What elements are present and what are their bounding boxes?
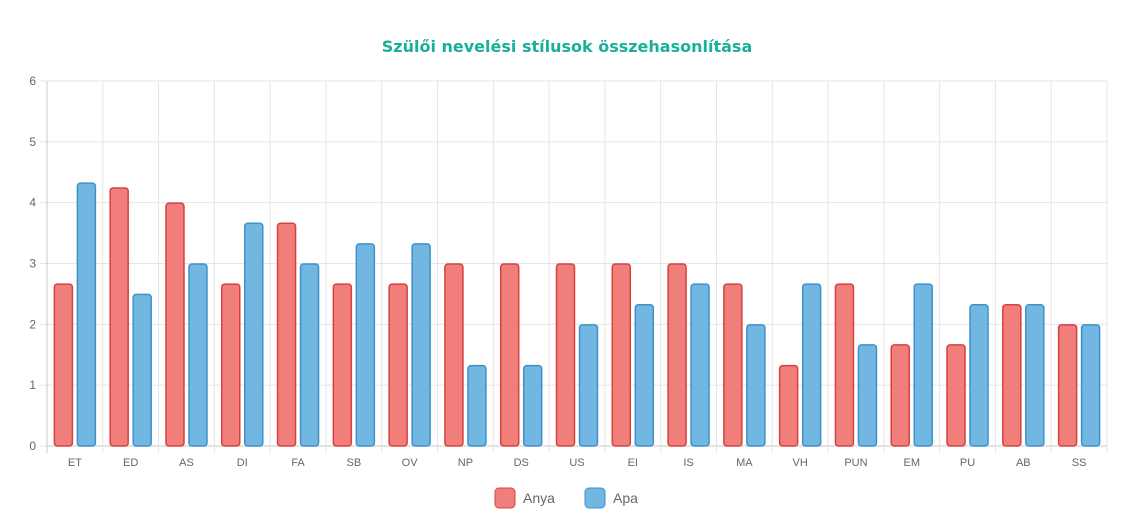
bar-anya-ds[interactable] — [499, 263, 520, 447]
x-tick-label: AB — [1016, 457, 1031, 469]
x-tick-label: MA — [736, 457, 753, 469]
x-tick-label: ET — [68, 457, 82, 469]
x-tick-label: SS — [1072, 457, 1087, 469]
bar-apa-us[interactable] — [578, 324, 599, 447]
y-tick-label: 6 — [29, 74, 36, 88]
chart-legend[interactable]: Anya Apa — [494, 487, 638, 509]
bar-anya-sb[interactable] — [332, 283, 353, 447]
x-tick-label: US — [569, 457, 584, 469]
y-tick-label: 2 — [29, 317, 36, 331]
bar-apa-ab[interactable] — [1025, 304, 1045, 447]
bar-apa-ed[interactable] — [132, 293, 152, 447]
bar-anya-pun[interactable] — [834, 283, 855, 447]
bar-apa-sb[interactable] — [355, 243, 376, 447]
x-tick-label: NP — [458, 457, 473, 469]
legend-swatch-anya[interactable] — [494, 487, 516, 509]
bar-anya-em[interactable] — [890, 344, 910, 447]
bar-apa-em[interactable] — [913, 283, 933, 447]
bar-anya-np[interactable] — [444, 263, 464, 447]
x-axis-ticks: ET ED AS DI FA SB OV NP DS US EI IS MA VH PUN EM PU AB SS — [68, 457, 1087, 469]
x-tick-label: EI — [628, 457, 638, 469]
bar-anya-is[interactable] — [667, 263, 687, 447]
bar-anya-ab[interactable] — [1002, 304, 1022, 447]
y-tick-label: 3 — [29, 257, 36, 271]
x-tick-label: DS — [514, 457, 529, 469]
bar-anya-ma[interactable] — [723, 283, 743, 447]
x-tick-label: VH — [793, 457, 808, 469]
y-tick-label: 4 — [29, 196, 36, 210]
bar-apa-ei[interactable] — [634, 304, 655, 447]
bar-apa-is[interactable] — [690, 283, 710, 447]
bar-apa-ov[interactable] — [411, 243, 431, 447]
bar-anya-pu[interactable] — [946, 344, 966, 447]
chart-grid — [40, 80, 1108, 453]
bar-apa-ss[interactable] — [1080, 324, 1101, 447]
x-tick-label: AS — [179, 457, 194, 469]
x-tick-label: PUN — [844, 457, 867, 469]
y-tick-label: 5 — [29, 135, 36, 149]
x-tick-label: EM — [903, 457, 920, 469]
x-tick-label: OV — [402, 457, 419, 469]
x-tick-label: ED — [123, 457, 138, 469]
bar-apa-np[interactable] — [467, 364, 487, 447]
bar-anya-ov[interactable] — [388, 283, 408, 447]
x-tick-label: SB — [346, 457, 361, 469]
y-tick-label: 0 — [29, 439, 36, 453]
legend-label-apa[interactable]: Apa — [613, 490, 638, 506]
bar-apa-vh[interactable] — [801, 283, 822, 447]
y-tick-label: 1 — [29, 378, 36, 392]
chart-bars — [53, 182, 1101, 447]
bar-apa-pun[interactable] — [857, 344, 878, 447]
x-tick-label: DI — [237, 457, 248, 469]
bar-anya-ei[interactable] — [611, 263, 632, 447]
bar-anya-fa[interactable] — [276, 222, 297, 447]
bar-apa-di[interactable] — [244, 222, 264, 447]
bar-anya-vh[interactable] — [778, 364, 799, 447]
bar-anya-ss[interactable] — [1057, 324, 1078, 447]
y-axis-ticks: 0 1 2 3 4 5 6 — [29, 74, 36, 453]
bar-apa-as[interactable] — [188, 263, 208, 447]
bar-apa-pu[interactable] — [969, 304, 989, 447]
bar-anya-as[interactable] — [165, 202, 185, 447]
x-tick-label: IS — [683, 457, 693, 469]
legend-label-anya[interactable]: Anya — [523, 490, 555, 506]
bar-anya-di[interactable] — [221, 283, 241, 447]
bar-apa-ma[interactable] — [746, 324, 766, 447]
chart-title: Szülői nevelési stílusok összehasonlítás… — [382, 37, 752, 56]
bar-apa-et[interactable] — [76, 182, 97, 447]
x-tick-label: PU — [960, 457, 975, 469]
bar-apa-fa[interactable] — [299, 263, 320, 447]
bar-apa-ds[interactable] — [522, 364, 543, 447]
x-tick-label: FA — [291, 457, 305, 469]
bar-anya-us[interactable] — [555, 263, 576, 447]
legend-swatch-apa[interactable] — [584, 487, 606, 509]
bar-anya-et[interactable] — [53, 283, 74, 447]
bar-anya-ed[interactable] — [109, 187, 129, 447]
